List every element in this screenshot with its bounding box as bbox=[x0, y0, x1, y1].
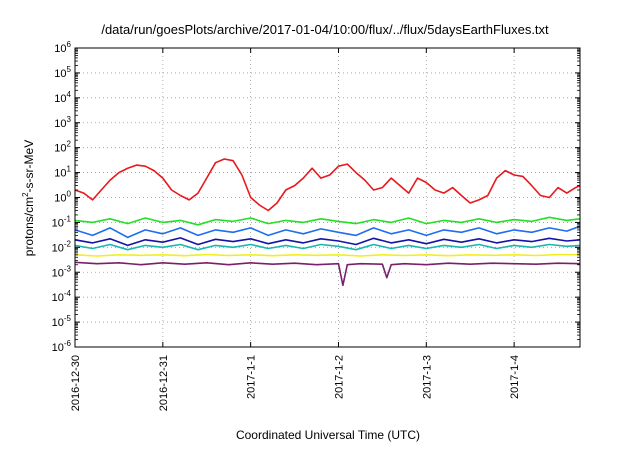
y-tick-label-base: 10 bbox=[54, 68, 66, 80]
y-tick-label: 10-6 bbox=[52, 339, 72, 354]
y-tick-label-exponent: 1 bbox=[67, 165, 72, 174]
x-tick-label: 2016-12-31 bbox=[158, 355, 170, 411]
series-layer bbox=[74, 158, 581, 287]
y-tick-label-exponent: 0 bbox=[67, 190, 72, 199]
y-tick-label-exponent: -1 bbox=[64, 214, 72, 223]
y-axis-label-superscript: 2 bbox=[21, 192, 30, 197]
chart-title: /data/run/goesPlots/archive/2017-01-04/1… bbox=[101, 22, 549, 37]
y-tick-label: 103 bbox=[54, 115, 71, 130]
y-tick-label: 10-1 bbox=[52, 214, 72, 229]
y-tick-label: 101 bbox=[54, 165, 71, 180]
y-axis-label-main: protons/cm bbox=[22, 197, 36, 256]
y-tick-label: 100 bbox=[54, 190, 71, 205]
y-tick-label: 10-2 bbox=[52, 239, 72, 254]
y-tick-label-base: 10 bbox=[54, 118, 66, 130]
series-line-3 bbox=[74, 237, 581, 247]
series-line-6 bbox=[74, 261, 581, 287]
x-tick-label: 2017-1-1 bbox=[246, 355, 258, 399]
ticks bbox=[74, 47, 580, 348]
series-line-1 bbox=[74, 216, 581, 226]
y-tick-label-base: 10 bbox=[52, 242, 64, 254]
y-tick-label-exponent: -6 bbox=[64, 339, 72, 348]
grid bbox=[75, 48, 580, 347]
y-tick-label-exponent: -3 bbox=[64, 264, 72, 273]
y-tick-label: 10-3 bbox=[52, 264, 72, 279]
series-line-0 bbox=[74, 158, 581, 212]
x-tick-labels: 2016-12-30 2016-12-31 2017-1-1 2017-1-2 2017… bbox=[70, 355, 521, 411]
y-tick-label-exponent: 5 bbox=[67, 65, 72, 74]
y-tick-label-exponent: 2 bbox=[67, 140, 72, 149]
y-tick-label: 105 bbox=[54, 65, 71, 80]
x-tick-label: 2017-1-4 bbox=[509, 355, 521, 399]
x-tick-label: 2016-12-30 bbox=[70, 355, 82, 411]
y-tick-label-base: 10 bbox=[52, 292, 64, 304]
y-tick-label: 10-4 bbox=[52, 289, 72, 304]
y-axis-label-tail: -s-sr-MeV bbox=[22, 140, 36, 193]
y-tick-label: 102 bbox=[54, 140, 71, 155]
y-tick-label-exponent: -4 bbox=[64, 289, 72, 298]
y-tick-label-exponent: 3 bbox=[67, 115, 72, 124]
y-tick-label-base: 10 bbox=[54, 168, 66, 180]
y-tick-label-base: 10 bbox=[52, 267, 64, 279]
y-tick-label-exponent: -5 bbox=[64, 314, 72, 323]
y-tick-label-base: 10 bbox=[54, 43, 66, 55]
series-line-2 bbox=[74, 225, 581, 239]
y-tick-label-base: 10 bbox=[52, 342, 64, 354]
y-tick-label-exponent: 4 bbox=[67, 90, 72, 99]
x-tick-label: 2017-1-2 bbox=[333, 355, 345, 399]
y-tick-label-base: 10 bbox=[54, 143, 66, 155]
y-tick-label-base: 10 bbox=[54, 193, 66, 205]
series-line-5 bbox=[74, 253, 581, 257]
y-axis-label: protons/cm2-s-sr-MeV bbox=[21, 140, 36, 256]
y-tick-label-base: 10 bbox=[52, 217, 64, 229]
y-tick-label: 104 bbox=[54, 90, 71, 105]
y-tick-label: 10-5 bbox=[52, 314, 72, 329]
x-axis-label: Coordinated Universal Time (UTC) bbox=[236, 428, 420, 442]
x-tick-label: 2017-1-3 bbox=[421, 355, 433, 399]
series-line-4 bbox=[74, 243, 581, 251]
y-tick-label-base: 10 bbox=[54, 93, 66, 105]
y-tick-label-exponent: -2 bbox=[64, 239, 72, 248]
y-tick-labels: 10-610-510-410-310-210-11001011021031041… bbox=[52, 40, 72, 354]
y-tick-label: 106 bbox=[54, 40, 71, 55]
y-tick-label-exponent: 6 bbox=[67, 40, 72, 49]
y-tick-label-base: 10 bbox=[52, 317, 64, 329]
